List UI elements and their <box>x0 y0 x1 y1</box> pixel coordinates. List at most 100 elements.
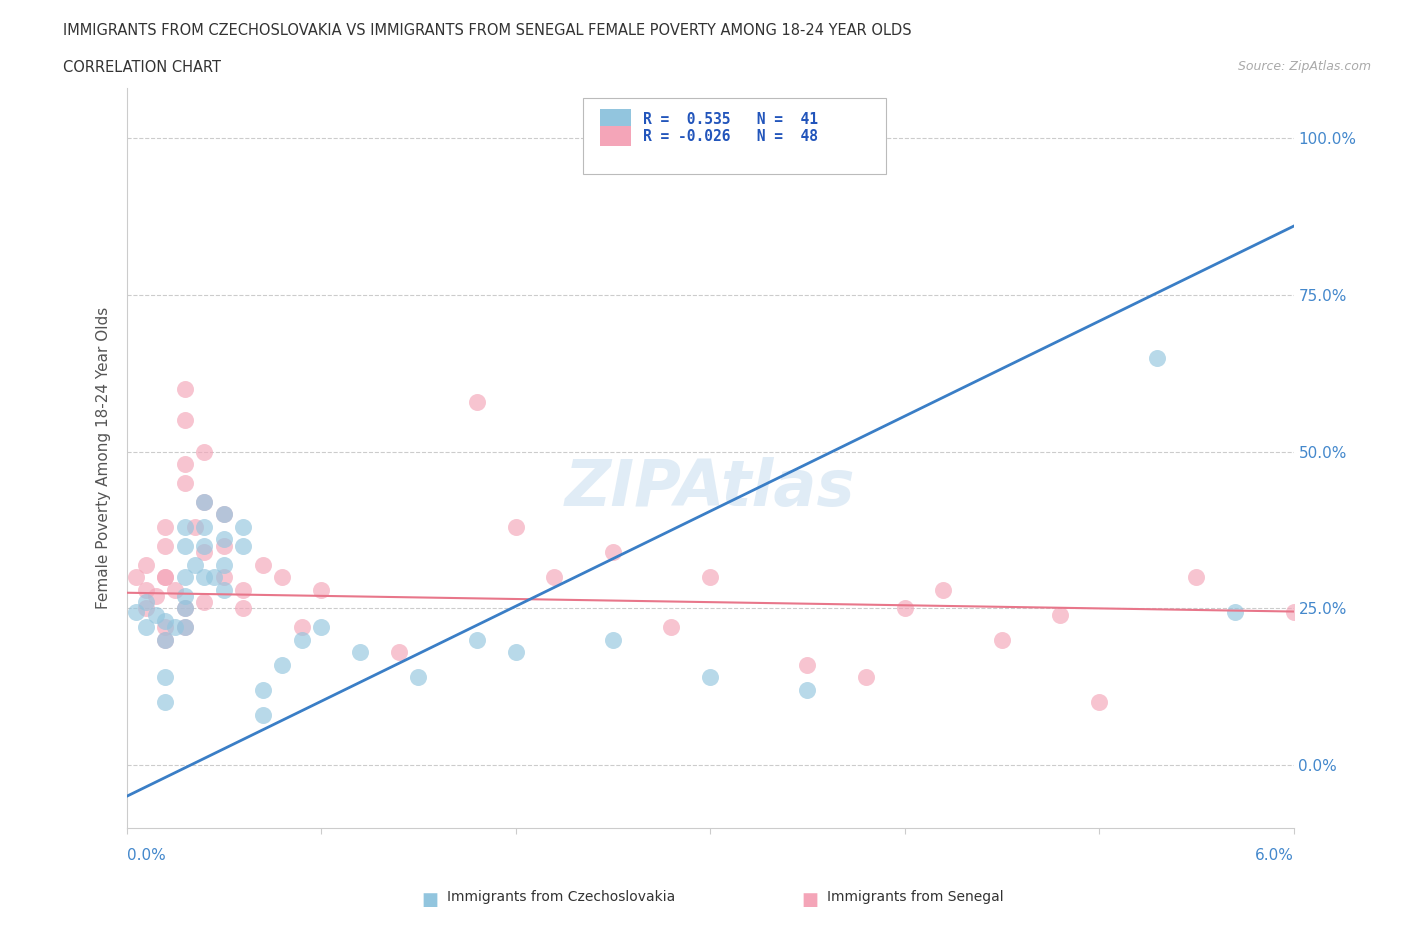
Y-axis label: Female Poverty Among 18-24 Year Olds: Female Poverty Among 18-24 Year Olds <box>96 307 111 609</box>
Point <box>309 619 332 634</box>
Point <box>271 570 294 585</box>
Point <box>155 670 177 684</box>
Point <box>155 632 177 647</box>
Point <box>796 683 818 698</box>
Point <box>193 495 215 510</box>
Point <box>505 644 527 659</box>
Point <box>174 601 197 616</box>
Point <box>135 582 157 597</box>
Point <box>349 644 371 659</box>
Point <box>193 538 215 553</box>
Point <box>212 557 235 572</box>
Point <box>1088 695 1111 710</box>
Text: ZIPAtlas: ZIPAtlas <box>565 457 855 519</box>
Point <box>212 582 235 597</box>
Point <box>135 557 157 572</box>
Text: Immigrants from Czechoslovakia: Immigrants from Czechoslovakia <box>447 890 675 904</box>
Point <box>174 538 197 553</box>
Point <box>183 557 205 572</box>
Point <box>465 394 488 409</box>
Point <box>699 570 721 585</box>
Point <box>252 708 274 723</box>
Point <box>155 538 177 553</box>
Text: ■: ■ <box>422 891 439 909</box>
Point <box>174 381 197 396</box>
Point <box>145 607 167 622</box>
Point <box>183 520 205 535</box>
Point <box>135 619 157 634</box>
Point <box>290 619 312 634</box>
Point <box>1146 351 1168 365</box>
Point <box>155 570 177 585</box>
Point <box>193 520 215 535</box>
Point <box>145 589 167 604</box>
Point <box>125 570 148 585</box>
Point <box>174 589 197 604</box>
Point <box>165 619 187 634</box>
Point <box>155 520 177 535</box>
Point <box>796 658 818 672</box>
Point <box>174 619 197 634</box>
Text: 0.0%: 0.0% <box>127 848 166 863</box>
Point <box>174 619 197 634</box>
Point <box>990 632 1012 647</box>
Point <box>388 644 411 659</box>
Text: IMMIGRANTS FROM CZECHOSLOVAKIA VS IMMIGRANTS FROM SENEGAL FEMALE POVERTY AMONG 1: IMMIGRANTS FROM CZECHOSLOVAKIA VS IMMIGR… <box>63 23 912 38</box>
Point <box>155 570 177 585</box>
Point <box>408 670 430 684</box>
Point <box>602 632 624 647</box>
Point <box>155 695 177 710</box>
Point <box>155 619 177 634</box>
Point <box>932 582 955 597</box>
Point <box>202 570 225 585</box>
Point <box>174 413 197 428</box>
Text: Immigrants from Senegal: Immigrants from Senegal <box>827 890 1004 904</box>
Point <box>174 570 197 585</box>
Point <box>165 582 187 597</box>
Text: ■: ■ <box>801 891 818 909</box>
Point <box>193 594 215 609</box>
Point <box>155 614 177 629</box>
Point <box>543 570 565 585</box>
Point <box>212 507 235 522</box>
Text: R =  0.535   N =  41: R = 0.535 N = 41 <box>643 112 817 126</box>
Point <box>193 495 215 510</box>
Point <box>465 632 488 647</box>
Point <box>232 582 254 597</box>
Point <box>193 545 215 560</box>
Point <box>193 570 215 585</box>
Point <box>1223 604 1247 619</box>
Point <box>155 632 177 647</box>
Point <box>290 632 312 647</box>
Point <box>212 538 235 553</box>
Point <box>174 520 197 535</box>
Point <box>212 532 235 547</box>
Point <box>602 545 624 560</box>
Point <box>505 520 527 535</box>
Point <box>135 601 157 616</box>
Point <box>232 601 254 616</box>
Point <box>212 570 235 585</box>
Point <box>1282 604 1305 619</box>
Point <box>659 619 682 634</box>
Text: CORRELATION CHART: CORRELATION CHART <box>63 60 221 75</box>
Point <box>271 658 294 672</box>
Point <box>699 670 721 684</box>
Point <box>174 601 197 616</box>
Point <box>252 683 274 698</box>
Point <box>252 557 274 572</box>
Text: Source: ZipAtlas.com: Source: ZipAtlas.com <box>1237 60 1371 73</box>
Point <box>174 475 197 490</box>
Point <box>232 538 254 553</box>
Text: R = -0.026   N =  48: R = -0.026 N = 48 <box>643 129 817 144</box>
Point <box>125 604 148 619</box>
Point <box>212 507 235 522</box>
Point <box>135 594 157 609</box>
Text: 6.0%: 6.0% <box>1254 848 1294 863</box>
Point <box>309 582 332 597</box>
Point <box>232 520 254 535</box>
Point <box>893 601 915 616</box>
Point <box>855 670 877 684</box>
Point <box>174 457 197 472</box>
Point <box>1185 570 1208 585</box>
